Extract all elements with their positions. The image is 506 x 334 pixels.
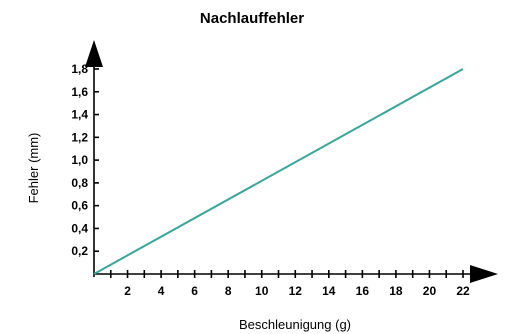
- x-tick-label: 10: [255, 284, 269, 298]
- y-axis-arrow: [85, 40, 103, 67]
- x-tick-label: 20: [423, 284, 437, 298]
- series: [93, 68, 464, 275]
- x-tick-label: 8: [225, 284, 232, 298]
- x-tick-label: 22: [456, 284, 470, 298]
- chart-title: Nachlauffehler: [200, 10, 304, 27]
- x-tick-label: 16: [356, 284, 370, 298]
- y-tick-label: 1,2: [71, 130, 88, 144]
- y-tick-label: 1,6: [71, 85, 88, 99]
- y-tick-label: 1,8: [71, 62, 88, 76]
- series-line: [93, 68, 464, 275]
- y-tick-label: 0,8: [71, 176, 88, 190]
- x-tick-label: 6: [191, 284, 198, 298]
- y-axis-label: Fehler (mm): [26, 133, 41, 204]
- x-tick-label: 18: [389, 284, 403, 298]
- x-tick-label: 2: [124, 284, 131, 298]
- y-tick-label: 0,2: [71, 244, 88, 258]
- x-tick-label: 12: [289, 284, 303, 298]
- x-ticks: 2 4 6 8 10 12 14 16 18 20 22: [109, 270, 470, 298]
- x-axis-arrow: [470, 265, 498, 283]
- y-tick-label: 0,6: [71, 199, 88, 213]
- y-tick-label: 0,4: [71, 221, 88, 235]
- y-ticks: 0,2 0,4 0,6 0,8 1,0 1,2 1,4 1,6 1,8: [71, 62, 99, 258]
- y-tick-label: 1,4: [71, 108, 88, 122]
- x-tick-label: 14: [322, 284, 336, 298]
- x-tick-label: 4: [158, 284, 165, 298]
- y-tick-label: 1,0: [71, 153, 88, 167]
- x-axis-label: Beschleunigung (g): [239, 317, 351, 332]
